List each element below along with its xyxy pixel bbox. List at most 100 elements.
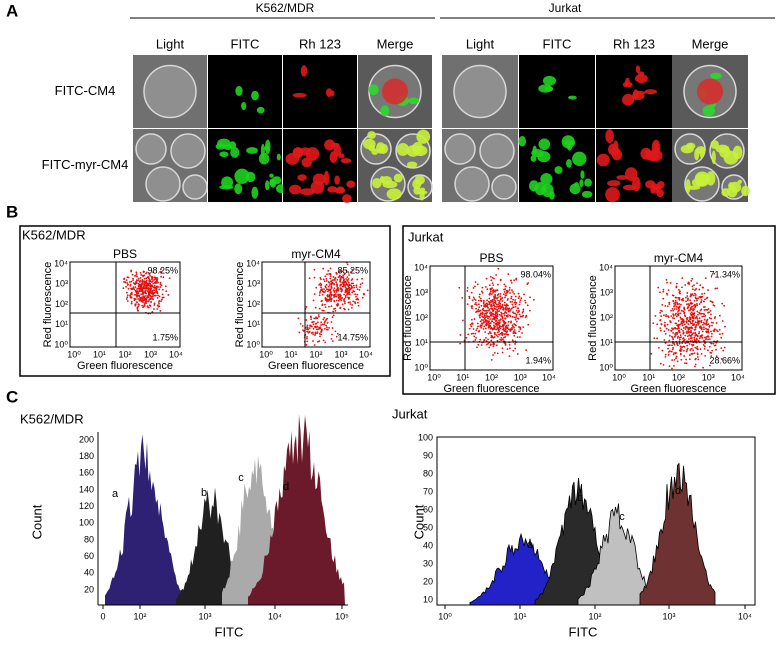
- event-dot: [501, 347, 504, 350]
- plot-frame: [614, 265, 743, 371]
- event-dot: [677, 309, 680, 312]
- event-dot: [673, 302, 675, 305]
- event-dot: [141, 290, 144, 292]
- event-dot: [125, 279, 128, 282]
- event-dot: [500, 336, 503, 339]
- event-dot: [312, 323, 315, 326]
- x-tick-label: 10⁴: [359, 349, 373, 359]
- fluorescence: [215, 143, 226, 150]
- event-dot: [315, 286, 318, 289]
- fluorescence: [234, 183, 243, 195]
- event-dot: [492, 310, 494, 313]
- event-dot: [696, 317, 699, 320]
- event-dot: [514, 303, 517, 306]
- event-dot: [148, 304, 151, 307]
- event-dot: [701, 293, 703, 295]
- event-dot: [326, 273, 328, 276]
- event-dot: [327, 285, 330, 288]
- event-dot: [704, 338, 707, 341]
- event-dot: [501, 316, 504, 319]
- event-dot: [137, 287, 140, 290]
- event-dot: [321, 299, 323, 302]
- event-dot: [489, 318, 492, 321]
- event-dot: [319, 282, 322, 285]
- event-dot: [504, 296, 506, 299]
- event-dot: [500, 314, 503, 317]
- event-dot: [308, 327, 311, 329]
- event-dot: [141, 297, 144, 300]
- event-dot: [702, 323, 704, 326]
- event-dot: [711, 349, 714, 352]
- cell: [135, 133, 167, 165]
- event-dot: [668, 344, 671, 347]
- event-dot: [675, 305, 678, 308]
- event-dot: [510, 307, 513, 310]
- event-dot: [494, 328, 497, 331]
- event-dot: [142, 299, 145, 302]
- event-dot: [684, 342, 687, 344]
- event-dot: [488, 284, 491, 287]
- event-dot: [673, 305, 675, 308]
- event-dot: [663, 330, 666, 333]
- event-dot: [501, 334, 504, 337]
- event-dot: [160, 298, 163, 301]
- x-tick-label: 0: [100, 611, 105, 621]
- column-header: Light: [466, 36, 495, 51]
- event-dot: [495, 274, 498, 276]
- event-dot: [478, 303, 480, 306]
- event-dot: [158, 302, 160, 305]
- event-dot: [301, 325, 304, 327]
- x-axis-label: FITC: [215, 624, 244, 639]
- y-tick-label: 10²: [55, 299, 68, 309]
- y-tick-label: 160: [79, 468, 94, 478]
- event-dot: [707, 335, 709, 337]
- event-dot: [162, 276, 165, 279]
- event-dot: [713, 272, 716, 275]
- event-dot: [475, 303, 478, 306]
- event-dot: [493, 305, 496, 308]
- event-dot: [333, 293, 336, 296]
- fluorescence: [699, 147, 705, 159]
- event-dot: [673, 308, 676, 310]
- event-dot: [459, 334, 462, 336]
- event-dot: [718, 314, 721, 317]
- event-dot: [718, 333, 721, 336]
- event-dot: [319, 335, 321, 338]
- event-dot: [125, 298, 128, 300]
- event-dot: [686, 348, 689, 351]
- event-dot: [342, 276, 345, 279]
- event-dot: [671, 359, 674, 361]
- event-dot: [702, 321, 705, 324]
- event-dot: [687, 329, 690, 331]
- fluorescence: [378, 143, 389, 154]
- plot-title: myr-CM4: [654, 251, 704, 265]
- fluorescence: [538, 138, 551, 151]
- event-dot: [514, 312, 516, 315]
- event-dot: [695, 316, 698, 319]
- event-dot: [332, 310, 335, 313]
- event-dot: [677, 311, 679, 313]
- fluorescence: [241, 101, 247, 111]
- event-dot: [685, 303, 688, 306]
- event-dot: [514, 323, 517, 326]
- event-dot: [323, 291, 326, 294]
- event-dot: [705, 321, 708, 324]
- event-dot: [498, 305, 500, 308]
- y-tick-label: 20: [84, 584, 94, 594]
- event-dot: [331, 316, 334, 319]
- event-dot: [688, 327, 691, 330]
- fluorescence: [541, 183, 554, 198]
- event-dot: [506, 291, 509, 294]
- event-dot: [684, 284, 687, 286]
- event-dot: [664, 304, 667, 307]
- event-dot: [484, 319, 487, 322]
- event-dot: [488, 346, 491, 349]
- event-dot: [492, 345, 495, 348]
- event-dot: [660, 323, 663, 325]
- event-dot: [672, 364, 675, 367]
- event-dot: [157, 305, 160, 308]
- event-dot: [687, 338, 690, 340]
- event-dot: [494, 312, 497, 315]
- event-dot: [652, 322, 655, 325]
